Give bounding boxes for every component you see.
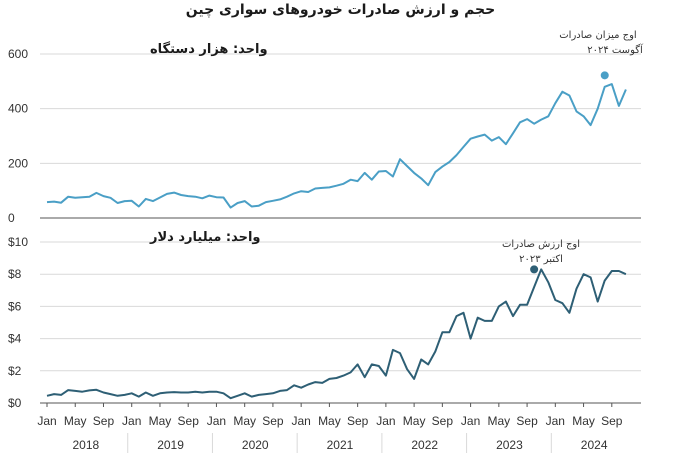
annotation-value-line2: اکتبر ۲۰۲۳: [519, 254, 563, 265]
year-label: 2024: [581, 438, 608, 452]
x-tick-label: Jan: [291, 414, 310, 428]
y-tick-label: 200: [8, 156, 28, 170]
year-label: 2018: [72, 438, 99, 452]
y-tick-label: $8: [8, 267, 22, 281]
x-tick-label: Sep: [347, 414, 369, 428]
chart-title: حجم و ارزش صادرات خودروهای سواری چین: [185, 2, 496, 18]
year-label: 2023: [496, 438, 523, 452]
peak-marker-value: [530, 265, 539, 274]
unit-label: واحد: هزار دستگاه: [150, 41, 268, 57]
y-tick-label: $10: [8, 235, 28, 249]
y-tick-label: 600: [8, 47, 28, 61]
x-tick-label: May: [572, 414, 595, 428]
y-tick-label: 0: [8, 211, 15, 225]
x-tick-label: Jan: [376, 414, 395, 428]
y-tick-label: $4: [8, 332, 22, 346]
annotation-volume-line1: اوج میزان صادرات: [559, 30, 636, 41]
x-tick-label: May: [149, 414, 172, 428]
x-tick-label: Sep: [516, 414, 538, 428]
series-line: [46, 268, 627, 400]
x-tick-label: May: [233, 414, 256, 428]
x-tick-label: Jan: [122, 414, 141, 428]
series-line: [46, 83, 627, 209]
x-tick-label: Sep: [432, 414, 454, 428]
x-tick-label: Jan: [546, 414, 565, 428]
year-label: 2020: [242, 438, 269, 452]
x-tick-label: Sep: [601, 414, 623, 428]
x-tick-label: Sep: [262, 414, 284, 428]
unit-label: واحد: میلیارد دلار: [149, 230, 261, 245]
x-tick-label: May: [488, 414, 511, 428]
x-tick-label: May: [403, 414, 426, 428]
x-tick-label: May: [64, 414, 87, 428]
y-tick-label: $6: [8, 299, 22, 313]
year-label: 2021: [327, 438, 354, 452]
x-tick-label: Sep: [178, 414, 200, 428]
year-label: 2022: [411, 438, 438, 452]
annotation-volume-line2: آگوست ۲۰۲۴: [587, 43, 644, 56]
x-tick-label: Jan: [461, 414, 480, 428]
x-tick-label: Jan: [207, 414, 226, 428]
y-tick-label: $0: [8, 396, 22, 410]
x-tick-label: May: [318, 414, 341, 428]
x-tick-label: Sep: [93, 414, 115, 428]
x-tick-label: Jan: [37, 414, 56, 428]
peak-marker-volume: [600, 71, 609, 80]
y-tick-label: $2: [8, 364, 22, 378]
y-tick-label: 400: [8, 102, 28, 116]
annotation-value-line1: اوج ارزش صادرات: [502, 239, 580, 250]
year-label: 2019: [157, 438, 184, 452]
